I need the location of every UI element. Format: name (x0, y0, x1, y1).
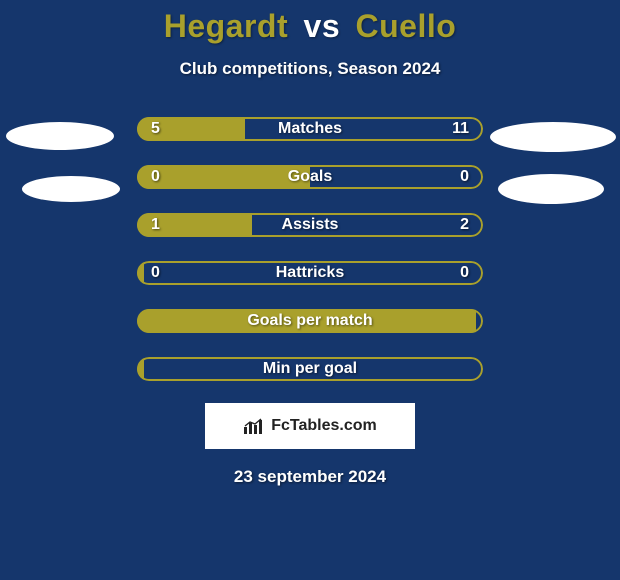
subtitle: Club competitions, Season 2024 (0, 59, 620, 79)
logo-text: FcTables.com (271, 417, 377, 435)
stat-label: Matches (137, 117, 483, 141)
bar-track: Hattricks0 0 (137, 261, 483, 285)
player2-name: Cuello (356, 8, 457, 44)
stat-value-left: 5 (151, 117, 160, 141)
infographic-container: Hegardt vs Cuello Club competitions, Sea… (0, 0, 620, 580)
stat-row: Min per goal (0, 357, 620, 381)
portrait-ellipse (498, 174, 604, 204)
portrait-ellipse (22, 176, 120, 202)
stat-label: Goals per match (137, 309, 483, 333)
logo-chart-icon (243, 417, 265, 435)
bar-track: Goals per match (137, 309, 483, 333)
stat-row: Hattricks0 0 (0, 261, 620, 285)
title: Hegardt vs Cuello (0, 0, 620, 45)
portrait-ellipse (490, 122, 616, 152)
bar-track: Goals0 0 (137, 165, 483, 189)
stat-value-left: 0 (151, 165, 160, 189)
stat-value-left: 0 (151, 261, 160, 285)
stat-value-right: 11 (452, 117, 469, 141)
stat-label: Hattricks (137, 261, 483, 285)
bar-track: Min per goal (137, 357, 483, 381)
logo-box: FcTables.com (205, 403, 415, 449)
stats-rows: Matches511Goals00Assists12Hattricks00Goa… (0, 117, 620, 381)
bar-track: Matches5 11 (137, 117, 483, 141)
portrait-ellipse (6, 122, 114, 150)
stat-label: Goals (137, 165, 483, 189)
bar-track: Assists1 2 (137, 213, 483, 237)
stat-value-right: 2 (460, 213, 469, 237)
stat-row: Assists1 2 (0, 213, 620, 237)
stat-label: Assists (137, 213, 483, 237)
stat-row: Goals per match (0, 309, 620, 333)
stat-value-right: 0 (460, 165, 469, 189)
date-line: 23 september 2024 (0, 467, 620, 487)
player1-name: Hegardt (164, 8, 288, 44)
vs-text: vs (304, 8, 341, 44)
stat-label: Min per goal (137, 357, 483, 381)
stat-value-right: 0 (460, 261, 469, 285)
stat-value-left: 1 (151, 213, 160, 237)
